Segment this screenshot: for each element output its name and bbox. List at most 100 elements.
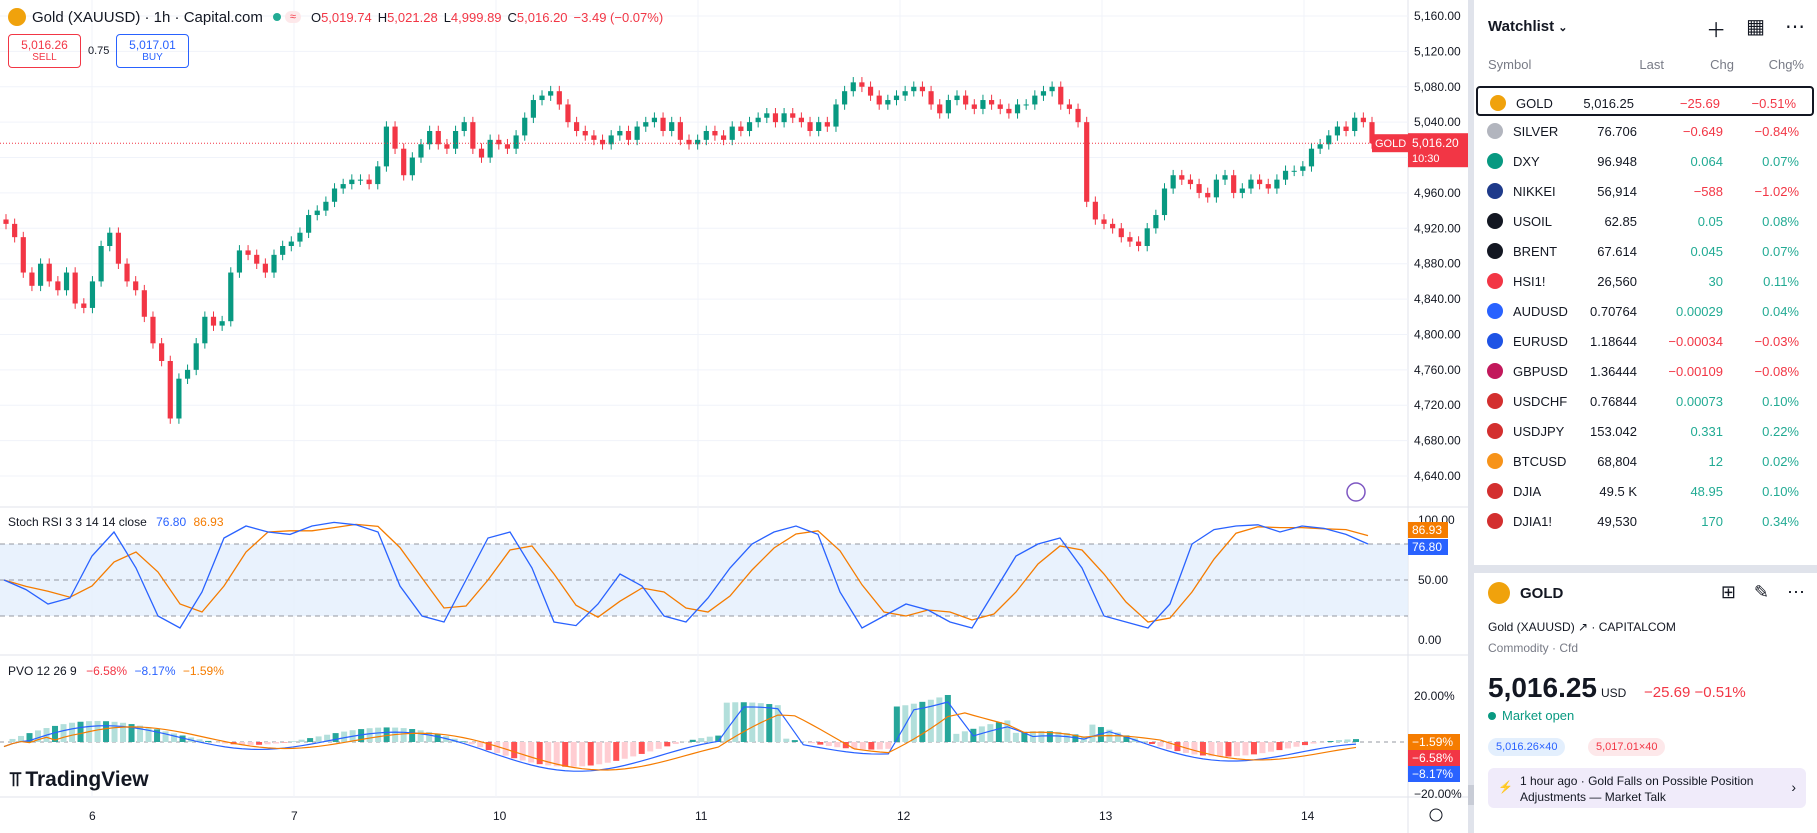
watchlist-title[interactable]: Watchlist ⌄ (1488, 18, 1568, 35)
panel-divider[interactable] (1468, 0, 1474, 833)
candle-body (1058, 86, 1064, 105)
price-tick-label: 5,040.00 (1414, 115, 1461, 129)
watchlist-row-dxy[interactable]: DXY 96.948 0.064 0.07% (1475, 146, 1815, 176)
chart-area[interactable]: 5,160.005,120.005,080.005,040.005,000.00… (0, 0, 1468, 833)
details-title[interactable]: GOLD (1488, 582, 1563, 604)
add-symbol-icon[interactable]: ＋ (1706, 20, 1727, 42)
external-link-icon[interactable]: ↗ (1578, 620, 1589, 634)
symbol-icon (1487, 243, 1503, 259)
candle-body (963, 95, 969, 105)
pvo-histogram-bar (1335, 740, 1342, 742)
pvo-histogram-bar (698, 738, 705, 742)
tradingview-logo[interactable]: ⫪ TradingView (10, 768, 149, 792)
grid-icon[interactable]: ⊞ (1720, 582, 1736, 602)
sell-price: 5,016.26 (21, 38, 68, 52)
market-open-dot (272, 13, 281, 21)
panel-separator[interactable] (1474, 565, 1817, 573)
pvo-histogram-bar (774, 705, 781, 742)
edit-icon[interactable]: ✎ (1753, 582, 1769, 602)
pvo-histogram-bar (1293, 742, 1300, 747)
watchlist-row-eurusd[interactable]: EURUSD 1.18644 −0.00034 −0.03% (1475, 326, 1815, 356)
pvo-line (3, 701, 1357, 772)
symbol-title[interactable]: Gold (XAUUSD) · 1h · Capital.com (32, 8, 263, 26)
pvo-histogram-bar (689, 739, 696, 742)
time-tick-label: 10 (493, 809, 507, 823)
pvo-histogram-bar (655, 742, 662, 749)
stoch-rsi-legend[interactable]: Stoch RSI 3 3 14 14 close 76.80 86.93 (8, 515, 224, 529)
ask-badge[interactable]: 5,017.01×40 (1588, 738, 1666, 756)
candle-body (150, 316, 156, 344)
pvo-histogram-bar (808, 742, 815, 744)
watchlist-row-usoil[interactable]: USOIL 62.85 0.05 0.08% (1475, 206, 1815, 236)
candle-body (677, 122, 683, 140)
ohlc-close: C5,016.20 (507, 9, 568, 25)
candle-body (1179, 175, 1185, 180)
candle-body (712, 131, 718, 136)
row-last: 76.706 (1597, 124, 1637, 139)
pvo-legend[interactable]: PVO 12 26 9 −6.58% −8.17% −1.59% (8, 664, 224, 678)
candle-body (1006, 108, 1012, 114)
sell-button[interactable]: 5,016.26 SELL (8, 34, 81, 68)
watchlist-row-djia[interactable]: DJIA 49.5 K 48.95 0.10% (1475, 476, 1815, 506)
watchlist-row-hsi1[interactable]: HSI1! 26,560 30 0.11% (1475, 266, 1815, 296)
spread-value: 0.75 (88, 45, 110, 57)
pvo-histogram-bar (1089, 724, 1096, 742)
bid-badge[interactable]: 5,016.26×40 (1488, 738, 1566, 756)
candle-body (764, 113, 770, 118)
watchlist-row-gbpusd[interactable]: GBPUSD 1.36444 −0.00109 −0.08% (1475, 356, 1815, 386)
pvo-histogram-bar (1233, 742, 1240, 757)
watchlist-row-btcusd[interactable]: BTCUSD 68,804 12 0.02% (1475, 446, 1815, 476)
symbol-icon (1487, 273, 1503, 289)
watchlist-row-gold[interactable]: GOLD 5,016.25 −25.69 −0.51% (1476, 86, 1814, 116)
price-chart[interactable]: 5,160.005,120.005,080.005,040.005,000.00… (0, 0, 1468, 833)
candle-body (1248, 179, 1254, 189)
more-icon[interactable]: ⋯ (1785, 16, 1805, 38)
row-chg: −0.00034 (1668, 334, 1723, 349)
watchlist-row-usdchf[interactable]: USDCHF 0.76844 0.00073 0.10% (1475, 386, 1815, 416)
candle-body (63, 272, 70, 291)
candle-body (141, 290, 147, 317)
stoch-k-value: 76.80 (156, 515, 187, 529)
candle-body (81, 303, 87, 308)
pvo-histogram-bar (987, 724, 994, 742)
price-tick-label: 4,760.00 (1414, 363, 1461, 377)
watchlist-row-djia1[interactable]: DJIA1! 49,530 170 0.34% (1475, 506, 1815, 536)
candle-body (193, 343, 199, 370)
candle-body (1075, 108, 1081, 123)
pvo-histogram-bar (77, 721, 84, 742)
col-chg[interactable]: Chg (1710, 57, 1734, 72)
price-tick-label: 4,880.00 (1414, 257, 1461, 271)
candle-body (1153, 215, 1159, 229)
pvo-histogram-bar (1199, 742, 1206, 756)
more-icon[interactable]: ⋯ (1787, 582, 1805, 602)
candle-body (574, 122, 580, 131)
layout-grid-icon[interactable]: ▦ (1746, 16, 1765, 38)
pvo-histogram-bar (179, 735, 186, 742)
pvo-histogram-bar (842, 742, 849, 749)
candle-body (807, 122, 813, 131)
row-last: 96.948 (1597, 154, 1637, 169)
stoch-k-badge (1408, 539, 1448, 555)
col-symbol[interactable]: Symbol (1488, 57, 1532, 72)
pvo-histogram-bar (375, 727, 382, 742)
row-last: 56,914 (1597, 184, 1637, 199)
watchlist-row-brent[interactable]: BRENT 67.614 0.045 0.07% (1475, 236, 1815, 266)
pvo-histogram-bar (137, 725, 144, 742)
buy-button[interactable]: 5,017.01 BUY (116, 34, 189, 68)
pvo-histogram-bar (1327, 740, 1334, 742)
collapse-handle[interactable] (1468, 785, 1474, 805)
candle-body (625, 131, 632, 140)
watchlist-row-audusd[interactable]: AUDUSD 0.70764 0.00029 0.04% (1475, 296, 1815, 326)
col-last[interactable]: Last (1639, 57, 1664, 72)
news-item[interactable]: ⚡ 1 hour ago · Gold Falls on Possible Po… (1488, 768, 1806, 808)
candle-body (210, 316, 217, 326)
watchlist-row-usdjpy[interactable]: USDJPY 153.042 0.331 0.22% (1475, 416, 1815, 446)
time-tick-label: 14 (1301, 809, 1315, 823)
pvo-histogram-bar (9, 738, 16, 742)
row-last: 1.36444 (1590, 364, 1637, 379)
col-chgp[interactable]: Chg% (1768, 57, 1804, 72)
watchlist-row-nikkei[interactable]: NIKKEI 56,914 −588 −1.02% (1475, 176, 1815, 206)
watchlist-panel: Watchlist ⌄ ＋ ▦ ⋯ Symbol Last Chg Chg% G… (1474, 0, 1817, 833)
watchlist-row-silver[interactable]: SILVER 76.706 −0.649 −0.84% (1475, 116, 1815, 146)
approx-pill[interactable]: ≈ (284, 11, 301, 23)
